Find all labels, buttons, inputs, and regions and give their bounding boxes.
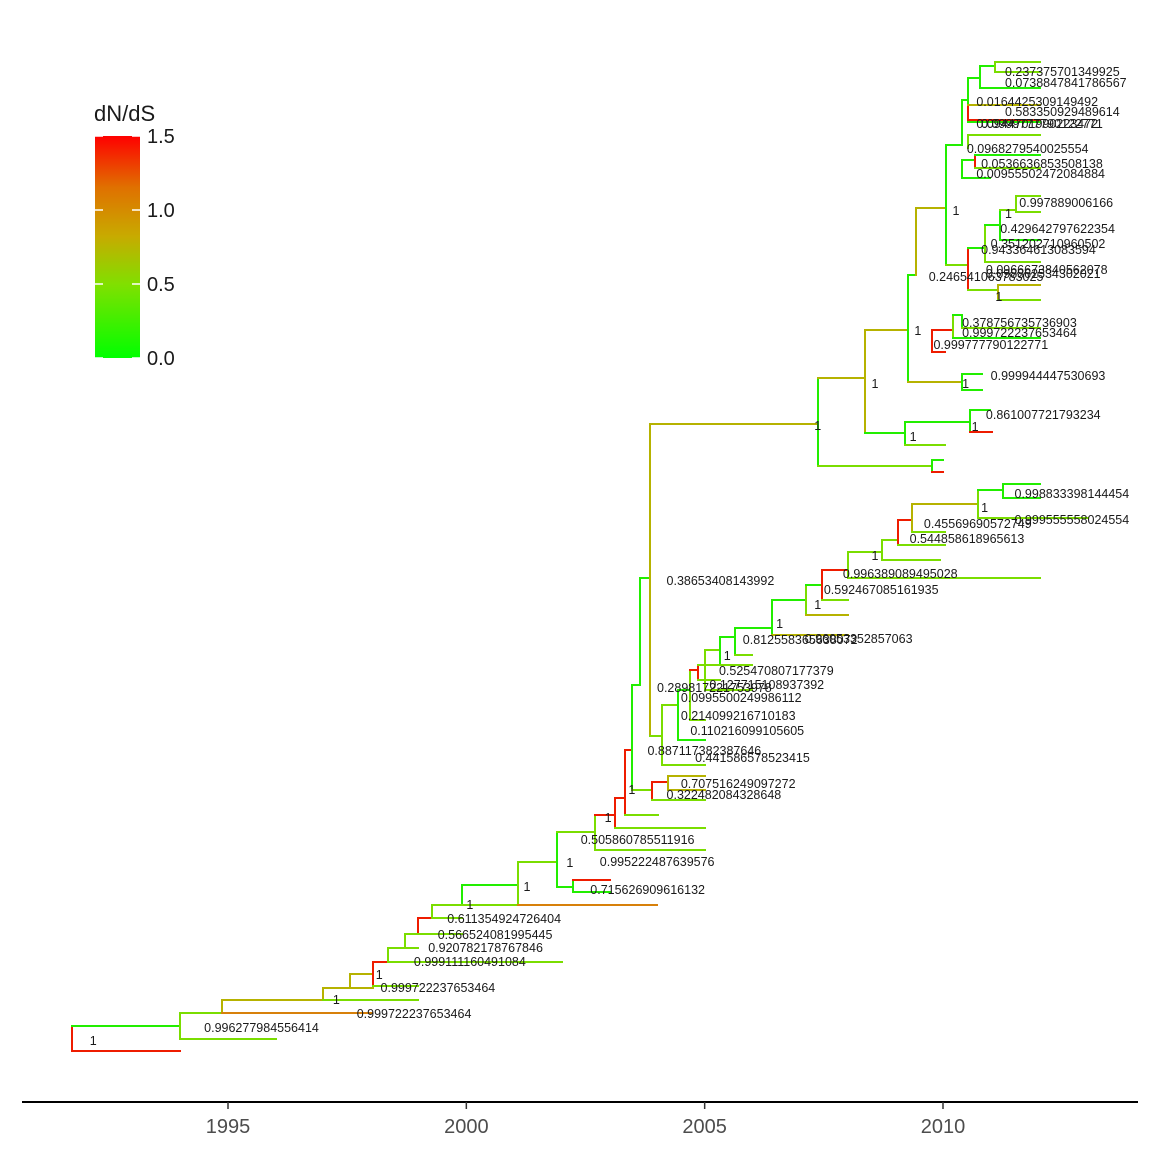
node-support-label: 0.214099216710183 xyxy=(681,709,796,723)
node-support-label: 0.0995500249986112 xyxy=(681,691,802,705)
node-support-label: 0.611354924726404 xyxy=(447,912,561,926)
node-support-label: 0.525470807177379 xyxy=(719,664,834,678)
node-support-label: 0.999722237653464 xyxy=(962,326,1077,340)
node-support-label: 0.999722237653464 xyxy=(357,1007,472,1021)
node-support-label: 1 xyxy=(90,1034,97,1048)
node-support-label: 1 xyxy=(995,290,1002,304)
node-support-label: 1 xyxy=(814,598,821,612)
node-support-label: 0.0536636853508138 xyxy=(981,157,1103,171)
node-support-label: 1 xyxy=(914,324,921,338)
node-support-label: 1 xyxy=(724,649,731,663)
node-support-label: 0.995222487639576 xyxy=(600,855,715,869)
legend-tick-label: 0.5 xyxy=(147,274,175,296)
node-support-label: 0.246541063783025 xyxy=(929,270,1044,284)
node-support-label: 0.996277984556414 xyxy=(204,1021,319,1035)
node-support-label: 0.351202710960502 xyxy=(991,237,1106,251)
node-support-label: 0.566524081995445 xyxy=(438,928,553,942)
node-support-label: 0.997889006166 xyxy=(1019,196,1113,210)
node-labels: 10.9962779845564140.99972223765346410.99… xyxy=(90,65,1129,1048)
node-support-label: 0.0164425309149492 xyxy=(976,95,1098,109)
node-support-label: 0.127715108937392 xyxy=(709,678,824,692)
node-support-label: 0.999722237653464 xyxy=(381,981,496,995)
legend-tick-label: 0.0 xyxy=(147,348,175,370)
node-support-label: 0.999555558024554 xyxy=(1015,513,1130,527)
legend-ticks: 0.0 0.5 1.0 1.5 xyxy=(95,126,175,370)
node-support-label: 1 xyxy=(972,420,979,434)
node-support-label: 1 xyxy=(1005,207,1012,221)
node-support-label: 0.544858618965613 xyxy=(910,532,1025,546)
node-support-label: 1 xyxy=(814,419,821,433)
x-tick-label: 2005 xyxy=(682,1116,727,1138)
node-support-label: 0.999944447530693 xyxy=(991,369,1106,383)
node-support-label: 0.378756735736903 xyxy=(962,316,1077,330)
x-tick-label: 2000 xyxy=(444,1116,489,1138)
legend-tick-label: 1.5 xyxy=(147,126,175,148)
node-support-label: 0.592467085161935 xyxy=(824,583,939,597)
node-support-label: 0.38653408143992 xyxy=(667,574,775,588)
legend-tick-label: 1.0 xyxy=(147,200,175,222)
node-support-label: 1 xyxy=(524,880,531,894)
node-support-label: 1 xyxy=(872,377,879,391)
node-support-label: 1 xyxy=(962,377,969,391)
node-support-label: 0.861007721793234 xyxy=(986,408,1101,422)
legend-colorbar xyxy=(95,136,140,358)
legend-title: dN/dS xyxy=(94,101,155,126)
node-support-label: 0.943364613083594 xyxy=(981,243,1096,257)
node-support-label: 0.999111160491084 xyxy=(414,955,526,969)
node-support-label: 0.887117382387646 xyxy=(647,744,761,758)
node-support-label: 0.32248208432864​8 xyxy=(667,788,782,802)
node-support-label: 0.0968279540025554 xyxy=(967,142,1089,156)
node-support-label: 1 xyxy=(605,811,612,825)
node-support-label: 0.96053352857063 xyxy=(805,632,913,646)
node-support-label: 0.098862534302021 xyxy=(986,267,1101,281)
node-support-label: 0.0738847841786567 xyxy=(1005,76,1127,90)
node-support-label: 1 xyxy=(466,898,473,912)
node-support-label: 0.00955502472084884 xyxy=(976,167,1105,181)
node-support-label: 1 xyxy=(776,617,783,631)
tree-branches xyxy=(71,61,1089,1052)
x-axis: 1995 2000 2005 2010 xyxy=(22,1101,1138,1138)
node-support-label: 1 xyxy=(628,783,635,797)
node-support-label: 0.998833398144454 xyxy=(1015,487,1130,501)
node-support-label: 0.999777790122771 xyxy=(933,338,1048,352)
node-support-label: 1 xyxy=(981,501,988,515)
node-support-label: 0.0944701990223472 xyxy=(976,117,1098,131)
node-support-label: 1 xyxy=(376,968,383,982)
node-support-label: 0.110216099105605 xyxy=(690,724,804,738)
legend: dN/dS 0.0 0.5 1.0 1.5 xyxy=(94,101,175,370)
x-tick-label: 2010 xyxy=(921,1116,966,1138)
node-support-label: 0.455696905727​49 xyxy=(924,517,1032,531)
x-tick-label: 1995 xyxy=(206,1116,251,1138)
node-support-label: 0.583350929489614 xyxy=(1005,105,1120,119)
node-support-label: 1 xyxy=(953,204,960,218)
node-support-label: 0.0966673840562078 xyxy=(986,263,1108,277)
node-support-label: 0.429642797622354 xyxy=(1000,222,1115,236)
node-support-label: 0.505860785511916 xyxy=(581,833,695,847)
node-support-label: 0.0999777790122771 xyxy=(981,117,1103,131)
node-support-label: 0.707516249097272 xyxy=(681,777,796,791)
node-support-label: 0.996389089495028 xyxy=(843,567,958,581)
node-support-label: 0.715626909616132 xyxy=(590,883,705,897)
node-support-label: 0.812558365638072 xyxy=(743,633,858,647)
node-support-label: 0.237375701349925 xyxy=(1005,65,1120,79)
node-support-label: 0.289817221753978 xyxy=(657,681,772,695)
node-support-label: 0.441586578523415 xyxy=(695,751,810,765)
node-support-label: 1 xyxy=(910,430,917,444)
node-support-label: 1 xyxy=(566,856,573,870)
node-support-label: 0.920782178767846 xyxy=(428,941,543,955)
node-support-label: 1 xyxy=(872,549,879,563)
node-support-label: 1 xyxy=(333,993,340,1007)
